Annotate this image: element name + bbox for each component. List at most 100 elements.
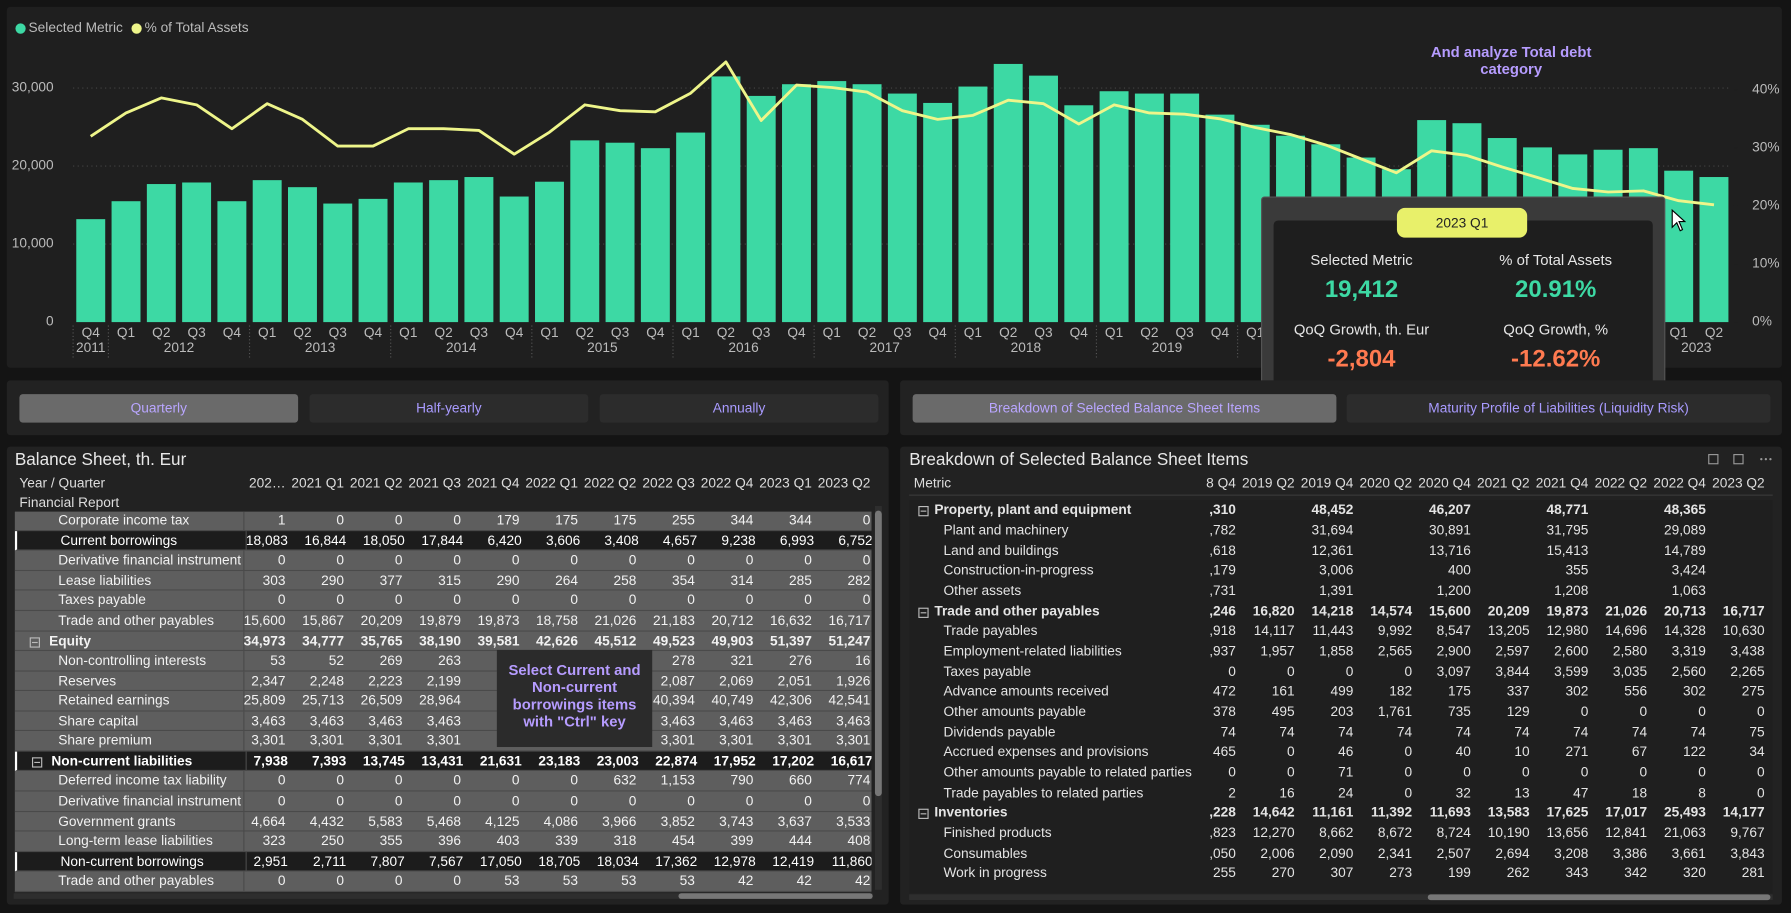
table-cell: 0 (1649, 702, 1706, 722)
table-row[interactable]: Land and buildings,61812,36113,71615,413… (909, 541, 1773, 561)
table-row[interactable]: Property, plant and equipment,31048,4524… (909, 501, 1773, 521)
table-cell: 0 (638, 551, 695, 571)
table-cell: 74 (1473, 723, 1530, 743)
table-row[interactable]: Long-term lease liabilities3232503553964… (15, 832, 872, 852)
table-cell: 0 (521, 772, 578, 792)
table-row[interactable]: Dividends payable74747474747474747475 (909, 723, 1773, 743)
table-row[interactable]: Taxes payable00000000000 (15, 591, 872, 611)
table-cell: 2,347 (228, 671, 285, 691)
y-tick-label: 10,000 (12, 236, 54, 251)
table-row[interactable]: Other amounts payable3784952031,76173512… (909, 702, 1773, 722)
table-row[interactable]: Lease liabilities30329037731529026425835… (15, 571, 872, 591)
table-row[interactable]: Finished products,82312,2708,6628,6728,7… (909, 823, 1773, 843)
bar (429, 180, 458, 322)
table-row[interactable]: Government grants4,6644,4325,5835,4684,1… (15, 812, 872, 832)
table-cell: 203 (1296, 702, 1353, 722)
table-row[interactable]: Employment-related liabilities,9371,9571… (909, 642, 1773, 662)
table-row[interactable]: Advance amounts received4721614991821753… (909, 682, 1773, 702)
scroll-thumb[interactable] (1428, 894, 1771, 900)
table-row[interactable]: Share premium3,3013,3013,3013,3013,3013,… (15, 731, 872, 751)
table-cell: 2,694 (1473, 844, 1530, 864)
column-header: Metric (914, 475, 951, 491)
period-button[interactable]: Half-yearly (310, 394, 589, 423)
table-cell: 323 (228, 832, 285, 852)
bar (641, 148, 670, 322)
table-row[interactable]: Inventories,22814,64211,16111,39211,6931… (909, 803, 1773, 823)
table-cell: 3,301 (228, 731, 285, 751)
expand-icon[interactable] (918, 607, 928, 617)
table-cell: 25,809 (228, 691, 285, 711)
bar (958, 87, 987, 323)
table-row[interactable]: Share capital3,4633,4633,4633,4633,4633,… (15, 711, 872, 731)
bar (1064, 105, 1093, 322)
x-tick-label: Q1 (1105, 325, 1123, 340)
table-cell: 14,328 (1649, 622, 1706, 642)
table-cell: 320 (1649, 864, 1706, 884)
table-row[interactable]: Plant and machinery,78231,69430,89131,79… (909, 521, 1773, 541)
table-row[interactable]: Trade and other payables15,60015,86720,2… (15, 611, 872, 631)
expand-icon[interactable] (32, 757, 42, 767)
table-row[interactable]: Consumables,0502,0062,0902,3412,5072,694… (909, 844, 1773, 864)
table-row[interactable]: Derivative financial instrument000000000… (15, 792, 872, 812)
table-cell: 3,301 (287, 731, 344, 751)
table-row[interactable]: Other assets,7311,3911,2001,2081,063 (909, 581, 1773, 601)
table-row[interactable]: Trade payables to related parties2162403… (909, 783, 1773, 803)
table-row[interactable]: Corporate income tax10001791751752553443… (15, 512, 872, 531)
view-button[interactable]: Maturity Profile of Liabilities (Liquidi… (1347, 394, 1771, 423)
row-label: Trade payables to related parties (943, 783, 1143, 803)
table-row[interactable]: Retained earnings25,80925,71326,50928,96… (15, 691, 872, 711)
table-cell: 161 (1238, 682, 1295, 702)
table-cell: 1,957 (1238, 642, 1295, 662)
x-tick-label: Q2 (434, 325, 452, 340)
expand-icon[interactable] (918, 809, 928, 819)
table-row[interactable]: Non-controlling interests535226926327832… (15, 651, 872, 671)
table-cell: 21,631 (465, 751, 522, 771)
table-row[interactable]: Work in progress255270307273199262343342… (909, 864, 1773, 884)
table-row[interactable]: Derivative financial instrument000000000… (15, 551, 872, 571)
row-label: Consumables (943, 844, 1027, 864)
table-row[interactable]: Non-current borrowings2,9512,7117,8077,5… (15, 852, 872, 872)
table-row[interactable]: Non-current liabilities7,9387,39313,7451… (15, 751, 872, 771)
scrollbar[interactable] (875, 506, 882, 890)
table-row[interactable]: Taxes payable00003,0973,8443,5993,0352,5… (909, 662, 1773, 682)
table-row[interactable]: Other amounts payable to related parties… (909, 763, 1773, 783)
cursor (1670, 208, 1688, 233)
column-header: Year / Quarter (19, 475, 105, 491)
scroll-thumb[interactable] (875, 511, 882, 797)
table-row[interactable]: Construction-in-progress,1793,0064003553… (909, 561, 1773, 581)
table-cell: 0 (228, 872, 285, 892)
table-cell: 2,565 (1355, 642, 1412, 662)
table-row[interactable]: Reserves2,3472,2482,2232,1992,0872,0692,… (15, 671, 872, 691)
table-cell: 122 (1649, 743, 1706, 763)
table-row[interactable]: Trade and other payables,24616,82014,218… (909, 601, 1773, 621)
table-cell: 1,761 (1355, 702, 1412, 722)
table-cell: 42,306 (755, 691, 812, 711)
row-label: Non-current borrowings (61, 852, 204, 872)
table-row[interactable]: Equity34,97334,77735,76538,19039,58142,6… (15, 631, 872, 651)
row-label: Share premium (58, 731, 152, 751)
table-row[interactable]: Deferred income tax liability0000006321,… (15, 772, 872, 792)
scroll-thumb[interactable] (678, 893, 872, 899)
x-group-label: 2011 (76, 340, 105, 355)
period-button[interactable]: Annually (600, 394, 879, 423)
table-row[interactable]: Trade and other payables0000535353534242… (15, 872, 872, 892)
expand-icon[interactable] (30, 637, 40, 647)
table-row[interactable]: Current borrowings18,08316,84418,05017,8… (15, 531, 872, 551)
row-label: Non-current liabilities (51, 751, 192, 771)
expand-icon[interactable] (918, 506, 928, 516)
tooltip: 2023 Q1 Selected Metric19,412% of Total … (1261, 196, 1665, 396)
table-cell: 0 (579, 591, 636, 611)
table-cell: 52 (287, 651, 344, 671)
view-button[interactable]: Breakdown of Selected Balance Sheet Item… (913, 394, 1337, 423)
tooltip-label: % of Total Assets (1459, 251, 1653, 268)
bar (994, 64, 1023, 322)
visual-icons[interactable] (1705, 451, 1774, 467)
table-cell: 2,341 (1355, 844, 1412, 864)
scrollbar[interactable] (14, 893, 873, 899)
scrollbar[interactable] (909, 894, 1773, 900)
period-button[interactable]: Quarterly (19, 394, 298, 423)
table-cell: 17,050 (465, 852, 522, 872)
table-row[interactable]: Accrued expenses and provisions465046040… (909, 743, 1773, 763)
table-cell: 1,063 (1649, 581, 1706, 601)
table-row[interactable]: Trade payables,91814,11711,4439,9928,547… (909, 622, 1773, 642)
